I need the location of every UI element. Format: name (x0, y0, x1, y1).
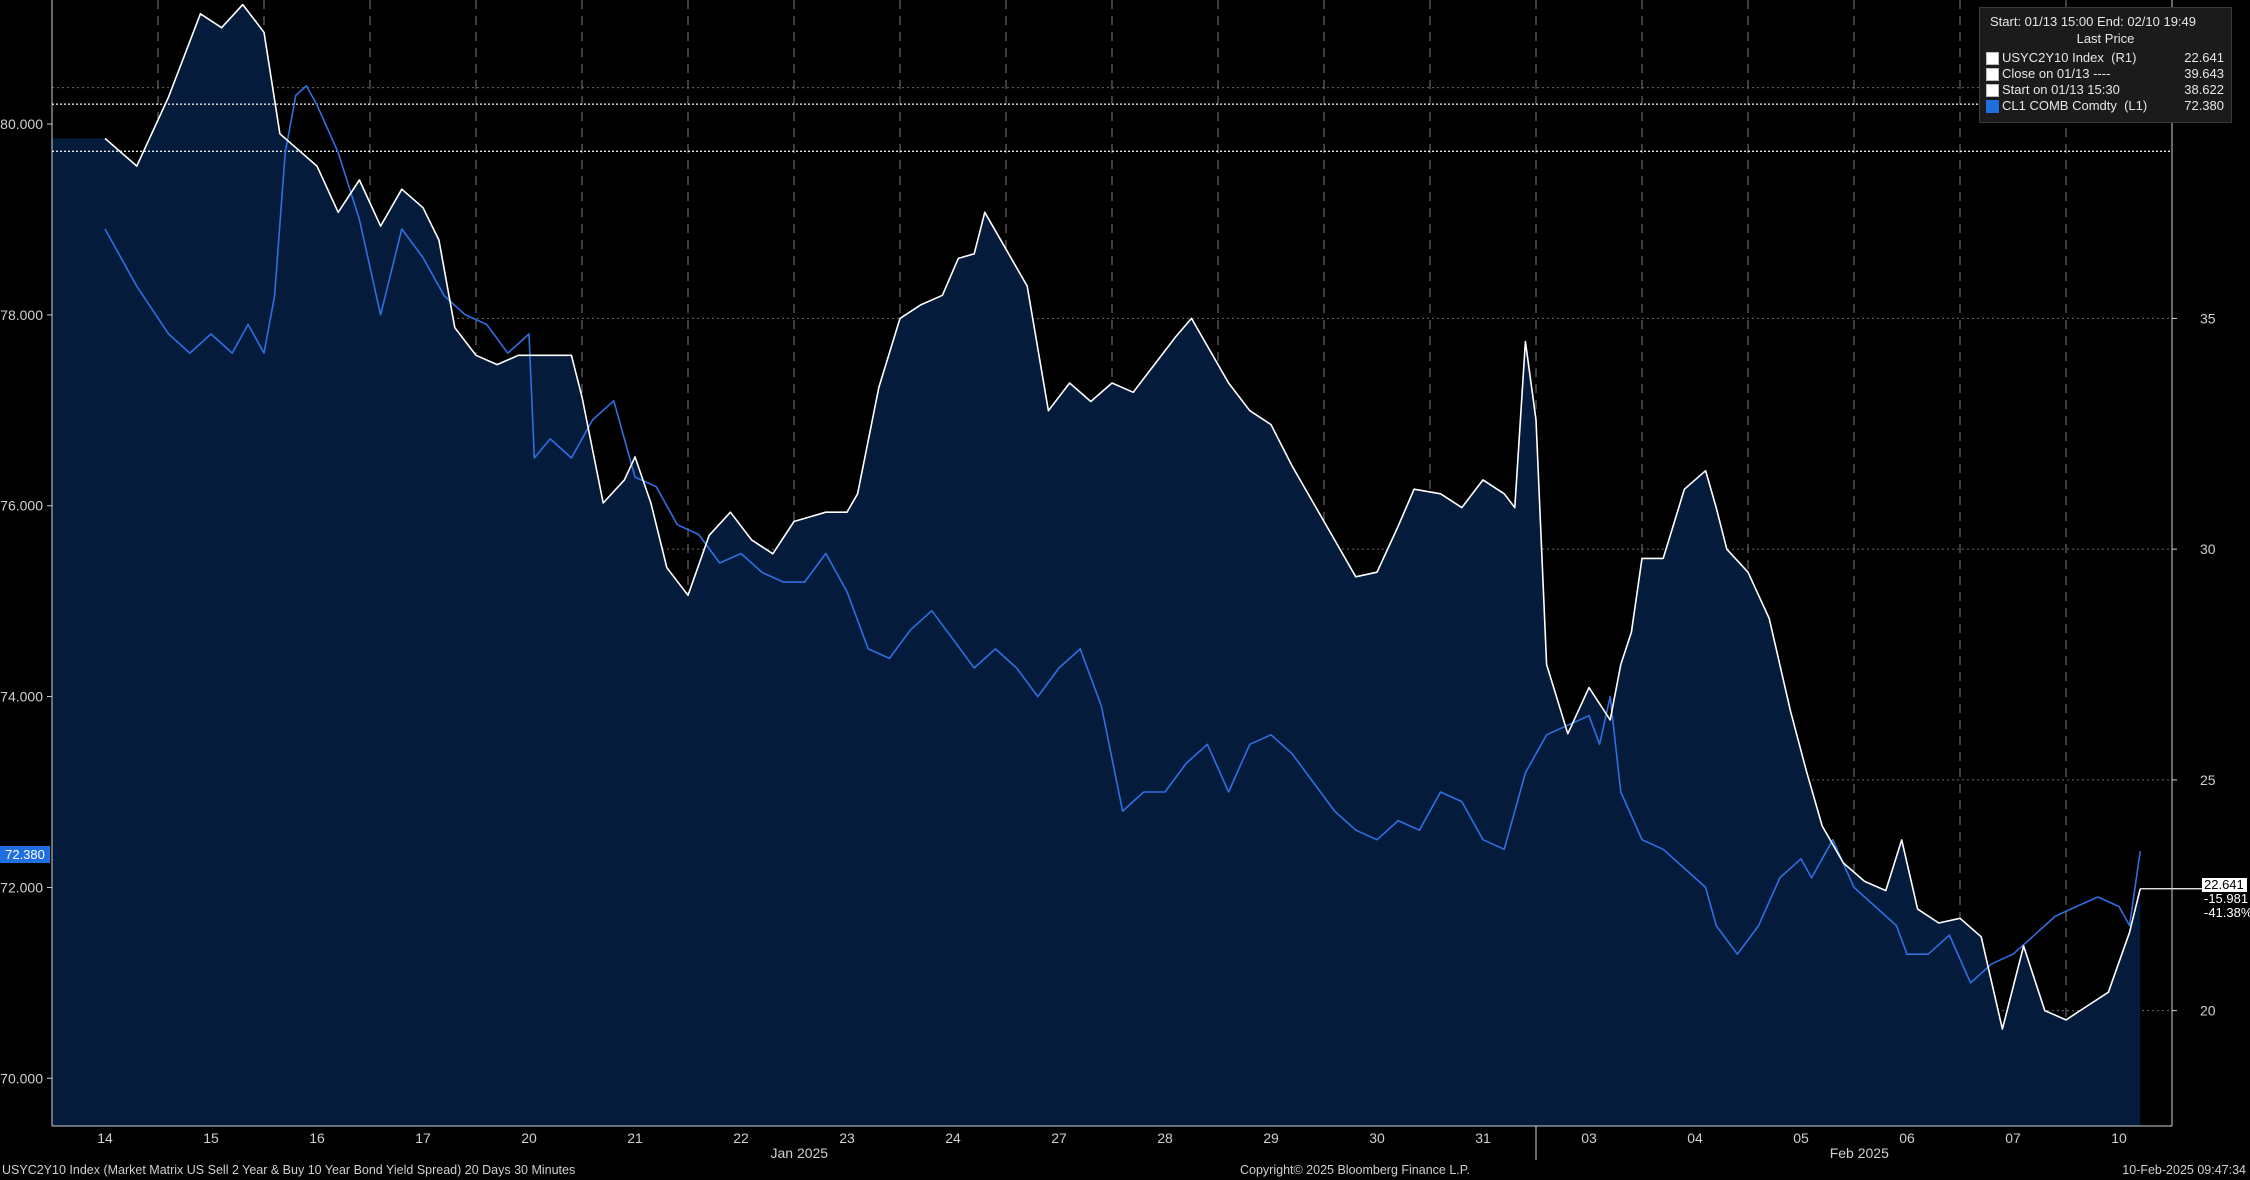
x-tick-label: 27 (1051, 1130, 1067, 1146)
left-tick-label: 76.000 (0, 498, 43, 514)
last-value-tag-left: 72.380 (0, 846, 50, 863)
left-tick-label: 78.000 (0, 307, 43, 323)
right-tick-label: 25 (2200, 772, 2216, 788)
footer-description: USYC2Y10 Index (Market Matrix US Sell 2 … (2, 1163, 576, 1177)
legend-label: Close on 01/13 ---- (2002, 66, 2111, 81)
x-tick-label: 24 (945, 1130, 961, 1146)
x-tick-label: 10 (2111, 1130, 2127, 1146)
x-tick-label: 14 (97, 1130, 113, 1146)
x-tick-label: 22 (733, 1130, 749, 1146)
x-tick-label: 07 (2005, 1130, 2021, 1146)
last-value-tag-right: 22.641 -15.981 -41.38% (2202, 877, 2250, 921)
x-tick-label: 16 (309, 1130, 325, 1146)
right-tag-change: -15.981 (2204, 891, 2249, 906)
left-tick-label: 72.000 (0, 879, 43, 895)
legend-range: Start: 01/13 15:00 End: 02/10 19:49 (1990, 14, 2196, 29)
legend-value: 72.380 (2184, 98, 2224, 113)
month-label: Feb 2025 (1830, 1145, 1889, 1161)
legend: Start: 01/13 15:00 End: 02/10 19:49 Last… (1979, 7, 2232, 123)
right-tag-value: 22.641 (2202, 878, 2247, 892)
x-tick-label: 06 (1899, 1130, 1915, 1146)
legend-header: Last Price (2076, 31, 2135, 46)
x-tick-label: 20 (521, 1130, 537, 1146)
x-tick-label: 29 (1263, 1130, 1279, 1146)
legend-swatch (1986, 68, 1999, 81)
legend-label: Start on 01/13 15:30 (2002, 82, 2120, 97)
x-tick-label: 15 (203, 1130, 219, 1146)
x-tick-label: 21 (627, 1130, 643, 1146)
reference-lines (52, 103, 2172, 152)
left-tick-label: 74.000 (0, 689, 43, 705)
legend-value: 22.641 (2184, 50, 2224, 65)
axes: 70.000 72.000 74.000 76.000 78.000 80.000 20 25… (0, 0, 2216, 1161)
legend-value: 39.643 (2184, 66, 2224, 81)
right-tick-label: 30 (2200, 541, 2216, 557)
footer-timestamp: 10-Feb-2025 09:47:34 (2122, 1163, 2246, 1177)
x-tick-label: 28 (1157, 1130, 1173, 1146)
series-lines (104, 3, 2202, 1030)
right-tick-label: 35 (2200, 310, 2216, 326)
legend-row-close[interactable]: Close on 01/13 ---- 39.643 (1986, 66, 2224, 82)
legend-label: CL1 COMB Comdty (L1) (2002, 98, 2148, 113)
left-tick-label: 80.000 (0, 116, 43, 132)
legend-row-start[interactable]: Start on 01/13 15:30 38.622 (1986, 82, 2224, 98)
series-cl1-line (104, 85, 2141, 984)
legend-row-cl1[interactable]: CL1 COMB Comdty (L1) 72.380 (1986, 98, 2224, 114)
x-tick-label: 05 (1793, 1130, 1809, 1146)
legend-row-usyc2y10[interactable]: USYC2Y10 Index (R1) 22.641 (1986, 50, 2224, 66)
x-tick-label: 03 (1581, 1130, 1597, 1146)
month-label: Jan 2025 (770, 1145, 828, 1161)
legend-swatch (1986, 100, 1999, 113)
right-tick-label: 20 (2200, 1003, 2216, 1019)
x-tick-label: 04 (1687, 1130, 1703, 1146)
area-usyc2y10 (52, 4, 2141, 1127)
legend-swatch (1986, 84, 1999, 97)
area-fill (52, 4, 2141, 1127)
x-tick-label: 31 (1475, 1130, 1491, 1146)
left-tick-label: 70.000 (0, 1070, 43, 1086)
x-tick-label: 30 (1369, 1130, 1385, 1146)
legend-value: 38.622 (2184, 82, 2224, 97)
x-tick-label: 23 (839, 1130, 855, 1146)
series-usyc2y10-line (104, 3, 2141, 1030)
legend-swatch (1986, 52, 1999, 65)
x-tick-label: 17 (415, 1130, 431, 1146)
right-tag-pct: -41.38% (2204, 905, 2250, 920)
footer-copyright: Copyright© 2025 Bloomberg Finance L.P. (1240, 1163, 1470, 1177)
legend-label: USYC2Y10 Index (R1) (2002, 50, 2137, 65)
